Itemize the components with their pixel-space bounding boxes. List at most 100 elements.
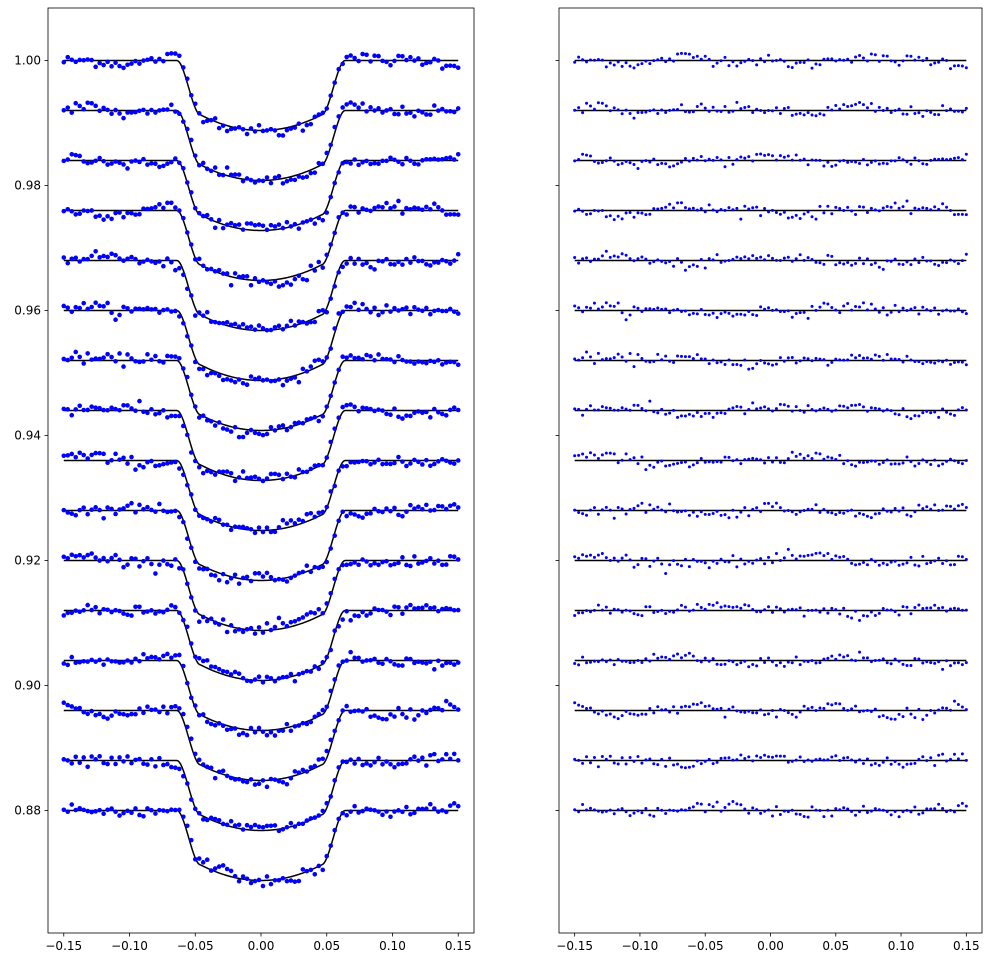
residual-point (755, 407, 759, 411)
light-curve-point (284, 378, 290, 383)
residual-point (818, 63, 822, 67)
residual-point (830, 212, 834, 216)
residual-point (711, 358, 715, 362)
residual-point (798, 510, 802, 514)
residual-point (806, 256, 810, 260)
residual-point (869, 302, 873, 306)
light-curve-point (368, 461, 373, 467)
light-curve-point (432, 260, 437, 265)
light-curve-point (200, 566, 206, 572)
light-curve-point (196, 513, 202, 518)
residual-point (865, 709, 869, 713)
light-curve-point (400, 416, 405, 421)
residual-point (830, 254, 834, 258)
light-curve-point (232, 628, 238, 634)
residual-point (723, 756, 727, 760)
light-curve-point (216, 721, 222, 726)
light-curve-point (81, 452, 86, 458)
light-curve-point (137, 359, 142, 365)
residual-point (814, 503, 818, 507)
residual-point (763, 153, 767, 157)
residual-point (747, 257, 751, 261)
residual-point (952, 213, 956, 217)
residual-point (735, 158, 739, 162)
residual-point (929, 507, 933, 511)
residual-point (909, 555, 913, 559)
light-curve-point (336, 468, 341, 473)
residual-point (858, 460, 862, 464)
residual-point (778, 402, 782, 406)
light-curve-point (137, 658, 142, 664)
light-curve-point (308, 816, 314, 821)
residual-point (964, 66, 968, 70)
residual-point (636, 613, 640, 617)
light-curve-point (244, 876, 250, 882)
residual-point (778, 506, 782, 510)
residual-point (778, 258, 782, 262)
light-curve-x-tick-label: 0.00 (248, 939, 275, 953)
residual-point (826, 253, 830, 257)
residual-point (703, 54, 707, 58)
residual-point (581, 655, 585, 659)
light-curve-point (192, 205, 198, 211)
light-curve-point (145, 257, 150, 263)
light-curve-point (153, 110, 158, 115)
residual-point (648, 659, 652, 663)
light-curve-point (360, 709, 365, 714)
residual-point (624, 659, 628, 663)
light-curve-point (153, 161, 158, 167)
residual-point (929, 309, 933, 313)
residual-point (636, 111, 640, 114)
light-curve-point (220, 723, 226, 728)
residual-point (763, 809, 767, 813)
residual-point (747, 408, 751, 412)
light-curve-point (344, 703, 349, 709)
residual-point (628, 558, 632, 562)
residual-point (798, 606, 802, 610)
light-curve-point (404, 715, 409, 720)
light-curve-point (93, 214, 98, 220)
residual-point (885, 259, 889, 263)
residual-point (893, 159, 897, 163)
residual-point (854, 704, 858, 708)
residual-point (925, 505, 929, 509)
residual-point (937, 753, 941, 757)
light-curve-point (177, 111, 182, 117)
light-curve-point (101, 451, 106, 457)
light-curve-point (424, 204, 429, 210)
residual-point (767, 407, 771, 411)
light-curve-point (312, 358, 318, 364)
light-curve-point (384, 506, 389, 511)
residual-point (861, 205, 865, 209)
residual-point (822, 457, 826, 461)
residual-point (798, 409, 802, 413)
light-curve-point (145, 57, 150, 63)
residual-point (794, 257, 798, 261)
residual-point (881, 561, 885, 565)
residual-point (739, 217, 743, 221)
residual-point (648, 503, 652, 507)
light-curve-point (360, 101, 365, 106)
light-curve-point (364, 761, 369, 766)
residual-point (731, 705, 735, 709)
light-curve-point (320, 867, 326, 873)
residual-point (794, 608, 798, 612)
residual-point (865, 106, 869, 110)
light-curve-point (65, 662, 71, 668)
residual-point (573, 407, 577, 411)
light-curve-point (153, 764, 158, 769)
residual-point (897, 262, 901, 266)
light-curve-point (332, 628, 338, 634)
residual-point (707, 803, 711, 807)
residual-point (933, 764, 937, 768)
light-curve-point (344, 159, 349, 165)
residual-point (604, 451, 608, 455)
light-curve-point (240, 524, 246, 530)
residual-point (964, 661, 968, 665)
light-curve-point (316, 215, 322, 221)
residual-point (889, 409, 893, 413)
light-curve-point (224, 377, 230, 382)
residual-point (676, 711, 680, 715)
light-curve-point (204, 267, 210, 272)
residual-point (881, 461, 885, 465)
